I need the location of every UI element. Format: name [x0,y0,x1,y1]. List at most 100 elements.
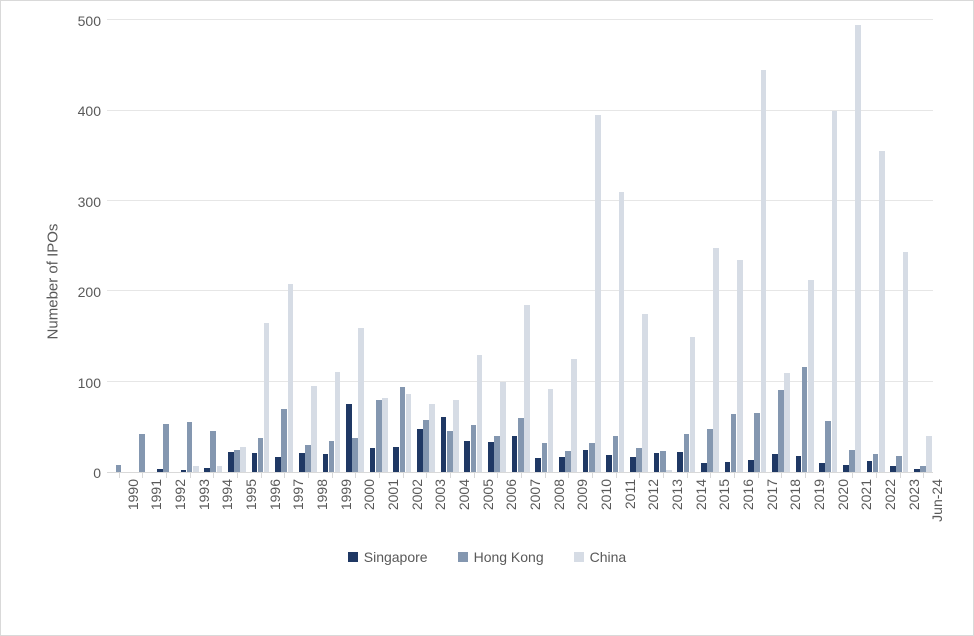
x-tick-mark [687,473,688,478]
legend-label: Singapore [364,549,428,565]
bar [690,337,696,473]
x-tick-mark [521,473,522,478]
y-tick-label: 100 [78,375,101,391]
x-tick-mark [355,473,356,478]
bar [630,457,636,472]
x-tick-label: 2018 [787,479,803,510]
bar [677,452,683,472]
bar [654,453,660,472]
bar [305,445,311,472]
x-tick-mark [805,473,806,478]
bar [228,452,234,472]
x-tick-mark [852,473,853,478]
x-tick-label: 2020 [835,479,851,510]
bar [464,441,470,473]
bar [542,443,548,472]
gridline [107,200,933,201]
x-tick-mark [450,473,451,478]
bar [524,305,530,472]
bar [737,260,743,472]
bar [471,425,477,472]
bar [548,389,554,472]
x-tick-label: 2014 [693,479,709,510]
bar [896,456,902,472]
bar [500,382,506,472]
bar [234,450,240,473]
x-tick-label: 2016 [740,479,756,510]
x-tick-mark [829,473,830,478]
bar [393,447,399,472]
bar [606,455,612,472]
bar [619,192,625,472]
x-tick-label: 1992 [172,479,188,510]
x-tick-label: 2005 [480,479,496,510]
x-tick-mark [663,473,664,478]
x-tick-mark [379,473,380,478]
x-tick-mark [119,473,120,478]
bar [796,456,802,472]
bar [400,387,406,472]
bar [281,409,287,472]
bar [512,436,518,472]
legend-swatch [348,552,358,562]
x-tick-mark [474,473,475,478]
x-tick-mark [734,473,735,478]
x-tick-mark [758,473,759,478]
bar [867,461,873,472]
x-tick-label: 2015 [716,479,732,510]
x-tick-label: 2013 [669,479,685,510]
bar [370,448,376,472]
bar [288,284,294,472]
x-tick-label: 1996 [267,479,283,510]
bar [181,470,187,472]
x-tick-mark [876,473,877,478]
x-tick-mark [923,473,924,478]
x-tick-label: 2002 [409,479,425,510]
bar [725,462,731,472]
x-tick-mark [639,473,640,478]
x-tick-label: 1994 [219,479,235,510]
legend-swatch [458,552,468,562]
bar [778,390,784,472]
x-tick-label: 2011 [622,479,638,509]
x-tick-label: 2010 [598,479,614,510]
bar [802,367,808,472]
bar [275,457,281,472]
bar [358,328,364,473]
bar [707,429,713,472]
bar [210,431,216,472]
x-tick-label: 2021 [858,479,874,510]
plot-column: 1990199119921993199419951996199719981999… [107,21,933,541]
bar [258,438,264,472]
x-tick-mark [190,473,191,478]
bar [583,450,589,472]
bar [666,470,672,472]
x-tick-label: 1990 [125,479,141,510]
bar [748,460,754,472]
x-tick-label: 2009 [574,479,590,510]
x-tick-label: 2019 [811,479,827,510]
x-tick-label: 2008 [551,479,567,510]
bar [660,451,666,472]
y-tick-label: 500 [78,13,101,29]
x-tick-mark [261,473,262,478]
bar [447,431,453,473]
bar [116,465,122,472]
bar [761,70,767,472]
x-tick-label: 2000 [361,479,377,510]
bar [571,359,577,472]
bar [565,451,571,472]
bar [329,441,335,473]
bar [323,454,329,472]
bar [825,421,831,473]
bar [163,424,169,472]
bar [335,372,341,472]
bar [382,398,388,472]
x-tick-mark [237,473,238,478]
x-tick-mark [900,473,901,478]
plot-area-wrapper: Numeber of IPOs 0100200300400500 1990199… [41,21,933,541]
bar [488,442,494,472]
x-tick-mark [710,473,711,478]
x-tick-mark [568,473,569,478]
bar [636,448,642,472]
